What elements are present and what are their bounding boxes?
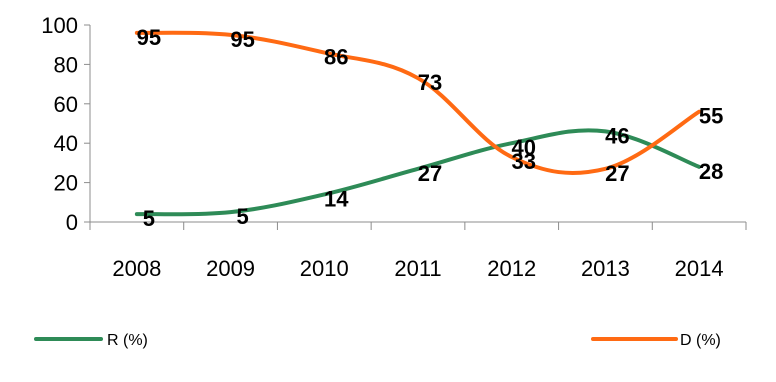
legend: R (%) D (%) bbox=[34, 332, 721, 349]
legend-label-r: R (%) bbox=[107, 332, 148, 349]
data-label-d: 86 bbox=[324, 45, 348, 70]
x-tick-label: 2008 bbox=[112, 256, 161, 281]
legend-label-d: D (%) bbox=[680, 332, 721, 349]
y-tick-label: 40 bbox=[54, 131, 78, 156]
data-label-r: 5 bbox=[143, 206, 155, 231]
series-line-r bbox=[134, 128, 702, 217]
data-label-r: 40 bbox=[511, 135, 535, 160]
x-tick-label: 2014 bbox=[675, 256, 724, 281]
y-tick-label: 60 bbox=[54, 92, 78, 117]
data-label-d: 27 bbox=[605, 161, 629, 186]
series-line-d bbox=[134, 30, 702, 175]
y-tick-label: 80 bbox=[54, 52, 78, 77]
data-label-r: 28 bbox=[699, 159, 723, 184]
data-label-d: 33 bbox=[511, 149, 535, 174]
y-tick-label: 20 bbox=[54, 171, 78, 196]
data-label-d: 95 bbox=[137, 25, 161, 50]
x-tick-label: 2010 bbox=[300, 256, 349, 281]
y-tick-label: 0 bbox=[66, 210, 78, 235]
axes: 0 20 40 60 80 100 2008 2009 2010 2011 2012 2013 2014 bbox=[41, 13, 747, 281]
x-tick-label: 2009 bbox=[206, 256, 255, 281]
data-label-r: 46 bbox=[605, 123, 629, 148]
x-tick-label: 2011 bbox=[394, 256, 441, 281]
data-label-r: 14 bbox=[324, 186, 349, 211]
data-label-d: 95 bbox=[230, 27, 254, 52]
x-tick-label: 2012 bbox=[487, 256, 536, 281]
y-tick-label: 100 bbox=[41, 13, 78, 38]
data-label-r: 5 bbox=[236, 204, 248, 229]
data-label-d: 55 bbox=[699, 104, 723, 129]
data-label-r: 27 bbox=[418, 161, 442, 186]
x-tick-label: 2013 bbox=[581, 256, 630, 281]
data-label-d: 73 bbox=[418, 70, 442, 95]
series-lines bbox=[134, 30, 702, 217]
